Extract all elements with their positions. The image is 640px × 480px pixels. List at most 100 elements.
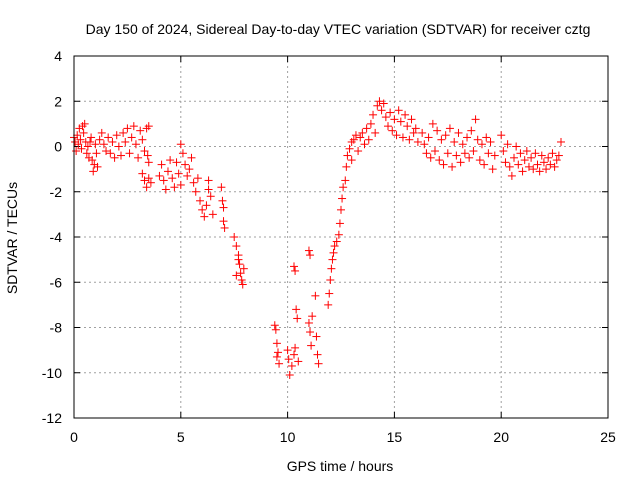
data-point bbox=[290, 350, 299, 359]
data-point bbox=[183, 171, 192, 180]
data-point bbox=[360, 140, 369, 149]
plot-frame bbox=[73, 55, 609, 419]
y-axis-label: SDTVAR / TECUs bbox=[4, 182, 20, 294]
data-point bbox=[273, 348, 282, 357]
data-point bbox=[237, 275, 246, 284]
data-point bbox=[144, 158, 153, 167]
data-point bbox=[218, 196, 227, 205]
data-point bbox=[522, 147, 531, 156]
data-point bbox=[308, 312, 317, 321]
data-point bbox=[306, 251, 315, 260]
data-point bbox=[185, 165, 194, 174]
data-point bbox=[293, 314, 302, 323]
data-point bbox=[539, 158, 548, 167]
data-point bbox=[285, 371, 294, 380]
data-point bbox=[283, 346, 292, 355]
data-point bbox=[142, 183, 151, 192]
data-point bbox=[311, 291, 320, 300]
data-point bbox=[443, 149, 452, 158]
data-point bbox=[325, 289, 334, 298]
data-point bbox=[112, 131, 121, 140]
data-point bbox=[294, 357, 303, 366]
data-point bbox=[106, 149, 115, 158]
data-point bbox=[292, 305, 301, 314]
data-point bbox=[339, 183, 348, 192]
data-point bbox=[232, 242, 241, 251]
data-point bbox=[503, 140, 512, 149]
data-point bbox=[505, 162, 514, 171]
data-point bbox=[314, 359, 323, 368]
data-point bbox=[486, 137, 495, 146]
data-point bbox=[507, 171, 516, 180]
data-point bbox=[172, 158, 181, 167]
data-point bbox=[174, 169, 183, 178]
data-point bbox=[176, 180, 185, 189]
data-point bbox=[230, 233, 239, 241]
data-point bbox=[313, 350, 322, 359]
data-point bbox=[332, 237, 341, 246]
data-point bbox=[307, 341, 316, 350]
data-point bbox=[134, 153, 143, 162]
y-tick-label: 2 bbox=[54, 93, 62, 109]
data-point bbox=[354, 147, 363, 156]
y-tick-label: 0 bbox=[54, 139, 62, 155]
data-point bbox=[383, 122, 392, 131]
data-point bbox=[480, 160, 489, 169]
data-point bbox=[471, 115, 480, 124]
data-point bbox=[401, 110, 410, 119]
data-point bbox=[144, 174, 153, 183]
data-point bbox=[418, 128, 427, 137]
data-point bbox=[554, 151, 563, 160]
data-point bbox=[272, 352, 281, 361]
data-point bbox=[204, 185, 213, 194]
data-point bbox=[546, 160, 555, 169]
x-tick-label: 0 bbox=[70, 429, 78, 445]
data-point bbox=[430, 147, 439, 156]
data-point bbox=[123, 124, 132, 133]
data-point bbox=[362, 124, 371, 133]
data-point bbox=[524, 162, 533, 171]
data-point bbox=[497, 131, 506, 140]
data-point bbox=[88, 156, 97, 165]
data-point bbox=[514, 160, 523, 169]
data-point bbox=[499, 147, 508, 156]
data-point bbox=[191, 187, 200, 196]
data-point bbox=[72, 147, 81, 156]
y-tick-label: -2 bbox=[50, 184, 63, 200]
data-point bbox=[356, 133, 365, 142]
data-point bbox=[405, 135, 414, 144]
data-point bbox=[469, 147, 478, 156]
data-point bbox=[428, 119, 437, 128]
data-point bbox=[219, 217, 228, 226]
data-point bbox=[433, 126, 442, 135]
y-tick-label: -12 bbox=[42, 410, 62, 426]
data-point bbox=[552, 156, 561, 165]
data-point bbox=[99, 140, 108, 149]
data-point bbox=[204, 176, 213, 185]
data-point bbox=[121, 137, 130, 146]
data-point bbox=[157, 160, 166, 169]
data-point bbox=[166, 156, 175, 165]
data-point bbox=[127, 133, 136, 142]
data-point bbox=[328, 255, 337, 264]
data-point bbox=[477, 140, 486, 149]
data-point bbox=[550, 162, 559, 171]
data-point bbox=[208, 210, 217, 219]
data-point bbox=[420, 140, 429, 149]
data-point bbox=[116, 151, 125, 160]
data-point bbox=[271, 325, 280, 334]
chart-title: Day 150 of 2024, Sidereal Day-to-day VTE… bbox=[86, 21, 591, 37]
data-point bbox=[220, 223, 229, 232]
data-point bbox=[168, 174, 177, 183]
data-point bbox=[270, 321, 279, 330]
data-point bbox=[125, 149, 134, 158]
data-point bbox=[458, 140, 467, 149]
data-series bbox=[70, 97, 566, 380]
data-point bbox=[467, 126, 476, 135]
data-point bbox=[398, 133, 407, 142]
data-point bbox=[413, 137, 422, 146]
data-point bbox=[330, 242, 339, 251]
data-point bbox=[488, 165, 497, 174]
data-point bbox=[235, 260, 244, 269]
